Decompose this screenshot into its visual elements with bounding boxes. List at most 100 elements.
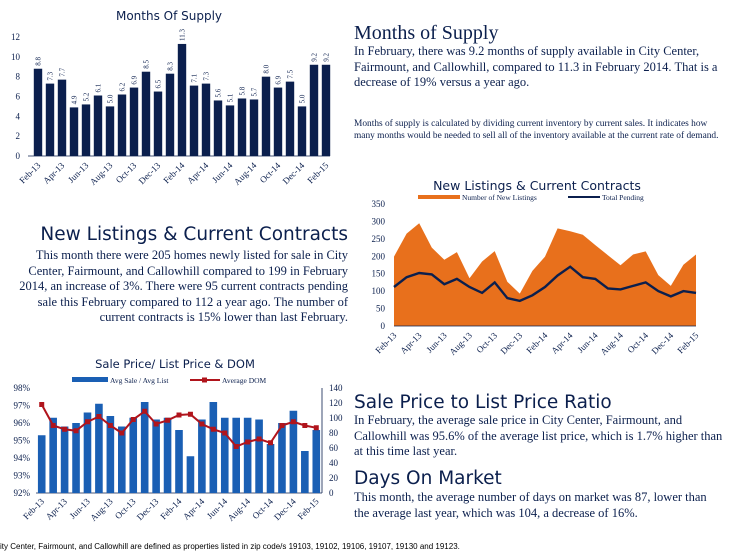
legend-marker-dom: [202, 377, 207, 383]
y-tick-label: 350: [372, 199, 386, 209]
bar: [93, 95, 103, 156]
y-tick-label-right: 100: [329, 413, 343, 423]
y-tick-label-right: 0: [329, 488, 334, 498]
x-tick-label: Aug-13: [88, 160, 115, 187]
x-tick-label: Jun-14: [575, 330, 600, 355]
y-tick-label: 150: [372, 269, 386, 279]
dom-marker: [39, 402, 45, 407]
legend-label-dom: Average DOM: [222, 376, 267, 385]
bar-value-label: 11.3: [179, 28, 187, 40]
bar: [225, 105, 235, 156]
y-tick-label-right: 40: [329, 458, 339, 468]
ratio-bar: [266, 444, 275, 493]
ratio-bar: [220, 417, 229, 493]
bar-value-label: 5.7: [251, 87, 259, 96]
bar-value-label: 5.0: [299, 94, 307, 103]
ratio-paragraph: In February, the average sale price in C…: [354, 413, 723, 458]
y-tick-label: 0: [16, 151, 21, 161]
x-tick-label: Dec-13: [137, 160, 163, 186]
ratio-bar: [118, 426, 126, 493]
ratio-bar: [232, 417, 240, 493]
bar: [117, 94, 127, 156]
legend-label-pending: Total Pending: [602, 193, 644, 202]
bar-value-label: 7.3: [203, 71, 211, 80]
y-tick-label-right: 20: [329, 473, 339, 483]
dom-marker: [84, 419, 90, 425]
legend-label-ratio: Avg Sale / Avg List: [110, 376, 169, 385]
bar: [309, 64, 319, 156]
bar-value-label: 6.1: [95, 83, 103, 92]
x-tick-label: Oct-14: [250, 496, 275, 521]
listings-heading: New Listings & Current Contracts: [40, 224, 348, 245]
x-tick-label: Dec-13: [498, 330, 524, 356]
pending-line: [393, 265, 697, 303]
bar-value-label: 5.1: [227, 93, 235, 102]
dom-marker: [176, 412, 182, 418]
ratio-bar: [95, 403, 103, 493]
y-tick-label-left: 94%: [14, 453, 31, 463]
y-tick-label: 10: [11, 52, 21, 62]
chart-title: New Listings & Current Contracts: [433, 178, 641, 193]
dom-marker: [73, 428, 79, 434]
dom-marker: [210, 426, 216, 432]
y-tick-label-left: 96%: [14, 418, 31, 428]
new-listings-area: [394, 223, 696, 326]
chart-title: Months Of Supply: [116, 9, 222, 23]
bar: [81, 104, 91, 156]
y-tick-label: 300: [372, 216, 386, 226]
ratio-bar: [106, 416, 115, 493]
y-tick-label-right: 80: [329, 428, 339, 438]
x-tick-label: Oct-14: [258, 160, 283, 185]
ratio-bar: [209, 402, 218, 493]
x-tick-label: Feb-13: [21, 496, 46, 521]
x-tick-label: Dec-14: [272, 496, 298, 522]
dom-marker: [130, 417, 136, 422]
bar-value-label: 5.8: [239, 86, 247, 95]
ratio-bar: [152, 419, 160, 493]
y-tick-label: 6: [16, 92, 21, 102]
dom-marker: [62, 426, 68, 432]
y-tick-label-left: 92%: [14, 488, 31, 498]
bar-value-label: 7.5: [287, 69, 295, 78]
dom-marker: [233, 444, 239, 449]
bar-value-label: 7.1: [191, 73, 199, 82]
ratio-bar: [175, 430, 183, 493]
dom-marker: [119, 430, 125, 436]
ratio-bar: [60, 426, 69, 493]
bar: [69, 107, 79, 156]
dom-marker: [199, 421, 205, 427]
x-tick-label: Feb-14: [524, 330, 549, 355]
dom-marker: [142, 408, 148, 414]
ratio-bar: [301, 451, 309, 493]
dom-marker: [107, 423, 113, 428]
supply-heading: Months of Supply: [354, 22, 499, 44]
y-tick-label: 2: [16, 131, 21, 141]
listings-contracts-chart: New Listings & Current Contracts Number …: [372, 178, 701, 357]
y-tick-label-left: 95%: [14, 436, 31, 446]
bar-value-label: 6.5: [155, 79, 163, 88]
listings-paragraph: This month there were 205 homes newly li…: [19, 248, 348, 324]
x-tick-label: Feb-15: [675, 330, 700, 355]
bar: [105, 106, 115, 156]
y-tick-label-left: 93%: [14, 471, 31, 481]
bar: [189, 85, 199, 156]
footer-note: ity Center, Fairmount, and Callowhill ar…: [0, 542, 460, 551]
y-tick-label: 8: [16, 72, 21, 82]
y-tick-label: 0: [381, 321, 386, 331]
bar: [285, 81, 295, 156]
ratio-bar: [289, 410, 298, 493]
bar-value-label: 4.9: [71, 95, 79, 104]
x-tick-label: Oct-13: [114, 160, 139, 185]
bar-value-label: 5.0: [107, 94, 115, 103]
bar: [273, 87, 283, 156]
dom-marker: [268, 440, 274, 446]
dom-marker: [290, 419, 296, 425]
x-tick-label: Feb-15: [296, 496, 321, 521]
sale-list-dom-chart: Sale Price/ List Price & DOM Avg Sale / …: [14, 357, 344, 523]
x-tick-label: Dec-14: [649, 330, 675, 356]
ratio-bar: [163, 417, 172, 493]
bar-value-label: 8.3: [167, 61, 175, 70]
dom-marker: [302, 423, 308, 428]
dom-marker: [222, 430, 228, 436]
x-tick-label: Feb-13: [373, 330, 398, 355]
